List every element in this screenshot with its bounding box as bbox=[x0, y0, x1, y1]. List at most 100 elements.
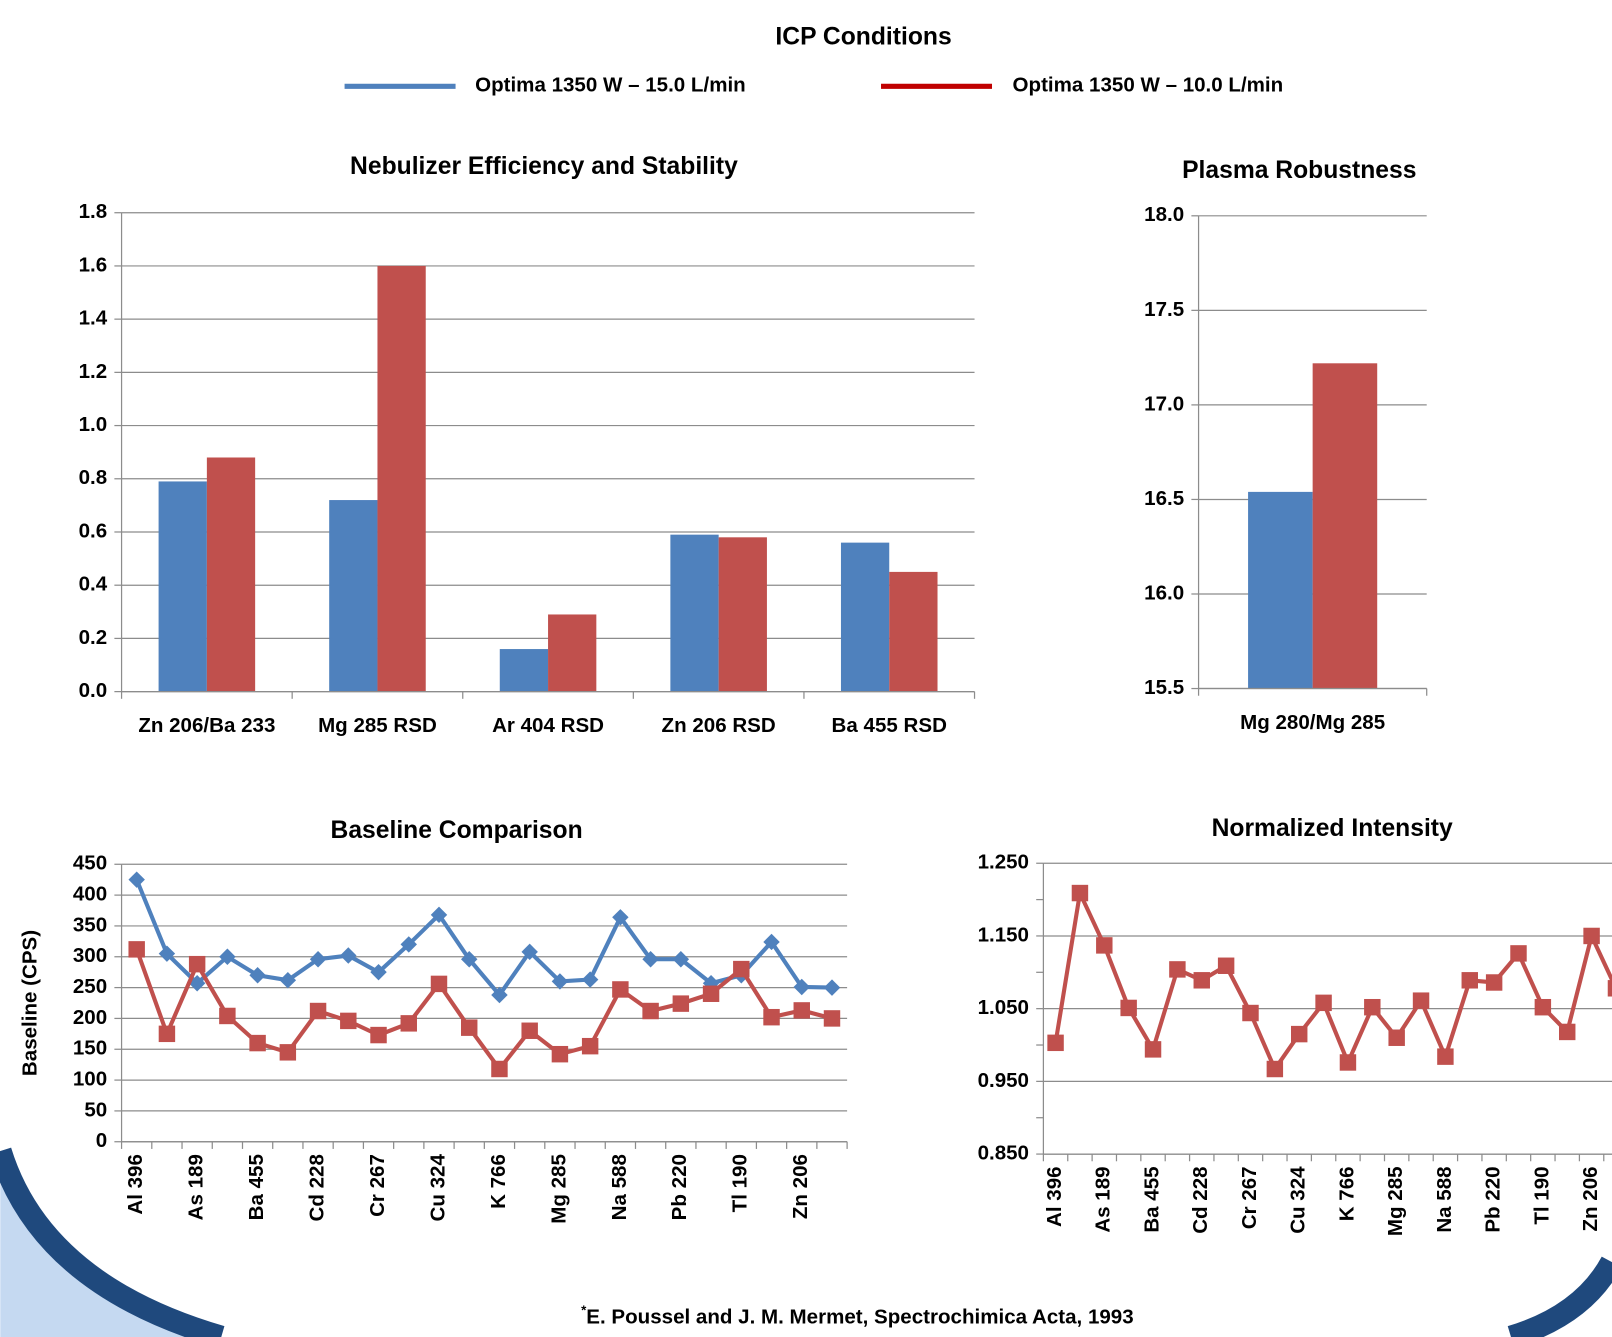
marker bbox=[793, 1002, 810, 1019]
series-line bbox=[1053, 886, 1612, 1074]
y-tick-label: 100 bbox=[73, 1068, 107, 1091]
marker bbox=[370, 1026, 387, 1044]
marker bbox=[551, 1045, 569, 1063]
marker bbox=[1388, 1029, 1405, 1046]
marker bbox=[491, 1060, 508, 1078]
x-tick-label: Ba 455 RSD bbox=[832, 714, 947, 737]
bar bbox=[718, 537, 767, 692]
page-title: ICP Conditions bbox=[775, 24, 951, 51]
marker bbox=[521, 943, 538, 961]
y-tick-label: 0 bbox=[96, 1129, 107, 1152]
y-tick-label: 1.4 bbox=[79, 307, 108, 330]
y-tick-label: 1.250 bbox=[978, 851, 1029, 874]
marker bbox=[1437, 1048, 1454, 1065]
x-tick-label: K 766 bbox=[487, 1154, 510, 1209]
marker bbox=[1266, 1060, 1284, 1078]
bar bbox=[889, 571, 938, 692]
x-tick-label: Mg 285 bbox=[547, 1154, 570, 1224]
marker bbox=[823, 1010, 841, 1027]
x-tick-label: Ar 404 RSD bbox=[492, 714, 604, 737]
marker bbox=[188, 955, 206, 973]
decor-left-arc bbox=[0, 1147, 225, 1337]
y-tick-label: 0.8 bbox=[79, 466, 108, 489]
bar bbox=[377, 265, 426, 692]
x-tick-label: Al 396 bbox=[124, 1154, 147, 1215]
x-tick-label: Cd 228 bbox=[1189, 1166, 1212, 1233]
y-tick-label: 0.6 bbox=[79, 519, 108, 542]
x-tick-label: Pb 220 bbox=[668, 1154, 691, 1220]
bar bbox=[548, 614, 597, 692]
y-tick-label: 1.2 bbox=[79, 360, 108, 383]
marker bbox=[219, 1007, 236, 1025]
y-tick-label: 1.050 bbox=[978, 996, 1029, 1019]
marker bbox=[733, 960, 750, 978]
x-tick-label: Zn 206 RSD bbox=[662, 714, 776, 737]
marker bbox=[702, 985, 720, 1002]
y-tick-label: 0.4 bbox=[79, 573, 108, 596]
chart-title: Plasma Robustness bbox=[1182, 157, 1416, 184]
y-tick-label: 1.8 bbox=[79, 200, 108, 223]
x-tick-label: Zn 206 bbox=[1579, 1166, 1602, 1231]
y-tick-label: 400 bbox=[73, 883, 107, 906]
x-tick-label: Ba 455 bbox=[1140, 1166, 1163, 1232]
y-tick-label: 350 bbox=[73, 913, 107, 936]
marker bbox=[1339, 1054, 1357, 1071]
y-tick-label: 16.5 bbox=[1144, 487, 1184, 510]
x-tick-label: As 189 bbox=[1092, 1166, 1115, 1232]
marker bbox=[1461, 972, 1478, 989]
marker bbox=[279, 1044, 297, 1061]
x-tick-label: Cr 267 bbox=[1238, 1166, 1261, 1229]
marker bbox=[612, 909, 629, 926]
legend-label: Optima 1350 W – 15.0 L/min bbox=[475, 74, 746, 97]
x-tick-label: Ba 455 bbox=[245, 1154, 268, 1220]
x-tick-label: K 766 bbox=[1335, 1166, 1358, 1221]
marker bbox=[461, 1019, 478, 1036]
x-tick-label: Cu 324 bbox=[1287, 1166, 1310, 1234]
y-tick-label: 16.0 bbox=[1144, 581, 1184, 604]
marker bbox=[1217, 957, 1235, 974]
marker bbox=[430, 975, 448, 993]
y-tick-label: 50 bbox=[84, 1098, 107, 1121]
marker bbox=[1144, 1041, 1162, 1058]
marker bbox=[1169, 961, 1186, 978]
marker bbox=[672, 995, 690, 1012]
marker bbox=[1607, 980, 1612, 997]
marker bbox=[1290, 1025, 1308, 1043]
marker bbox=[249, 1034, 266, 1052]
bar bbox=[1312, 363, 1378, 689]
x-tick-label: Mg 285 bbox=[1384, 1166, 1407, 1236]
marker bbox=[1559, 1023, 1576, 1041]
bar bbox=[1248, 491, 1313, 689]
bar bbox=[840, 542, 890, 692]
x-tick-label: Cd 228 bbox=[305, 1154, 328, 1221]
x-tick-label: Al 396 bbox=[1043, 1166, 1066, 1227]
marker bbox=[309, 1002, 327, 1020]
marker bbox=[642, 1002, 659, 1020]
x-tick-label: Na 588 bbox=[608, 1154, 631, 1220]
x-tick-label: Mg 280/Mg 285 bbox=[1240, 711, 1385, 734]
marker bbox=[581, 971, 599, 988]
marker bbox=[1193, 972, 1210, 989]
marker bbox=[1485, 974, 1503, 991]
y-tick-label: 0.2 bbox=[79, 626, 108, 649]
x-tick-label: Tl 190 bbox=[1530, 1166, 1553, 1224]
bar bbox=[499, 649, 549, 692]
chart-title: Baseline Comparison bbox=[331, 817, 583, 844]
y-tick-label: 200 bbox=[73, 1006, 107, 1029]
y-tick-label: 0.950 bbox=[978, 1069, 1029, 1092]
marker bbox=[1315, 994, 1332, 1012]
decor-right-arc bbox=[1507, 1256, 1612, 1337]
marker bbox=[581, 1037, 599, 1055]
marker bbox=[340, 1012, 357, 1030]
x-tick-label: As 189 bbox=[185, 1154, 208, 1220]
marker bbox=[128, 941, 145, 958]
legend-label: Optima 1350 W – 10.0 L/min bbox=[1013, 74, 1284, 97]
y-tick-label: 250 bbox=[73, 975, 107, 998]
x-tick-label: Mg 285 RSD bbox=[318, 714, 437, 737]
marker bbox=[823, 979, 841, 996]
chart-title: Nebulizer Efficiency and Stability bbox=[350, 153, 738, 180]
x-tick-label: Zn 206/Ba 233 bbox=[138, 714, 275, 737]
marker bbox=[1510, 945, 1527, 962]
x-tick-label: Pb 220 bbox=[1482, 1166, 1505, 1232]
